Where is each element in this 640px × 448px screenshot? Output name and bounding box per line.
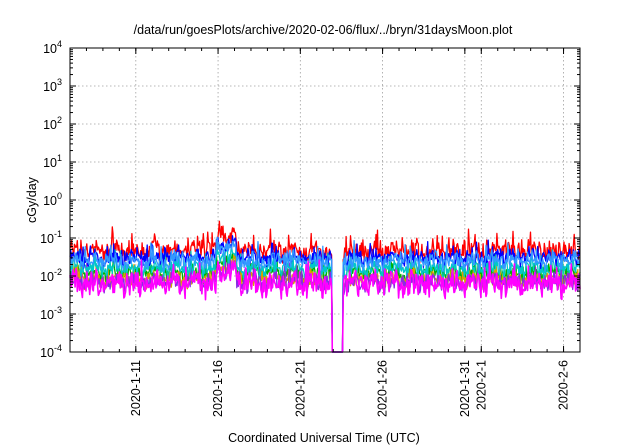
x-tick-label: 2020-2-1 <box>474 360 488 410</box>
y-tick-label: 101 <box>43 153 62 170</box>
x-tick-label: 2020-1-21 <box>293 360 307 417</box>
x-tick-label: 2020-2-6 <box>557 360 571 410</box>
grid <box>70 48 580 352</box>
series-line <box>69 259 581 353</box>
y-tick-label: 10-4 <box>40 343 62 360</box>
x-axis-ticks: 2020-1-11 2020-1-16 2020-1-21 2020-1-26 2020… <box>69 48 581 417</box>
x-tick-label: 2020-1-31 <box>458 360 472 417</box>
y-axis-label: cGy/day <box>25 176 39 223</box>
x-tick-label: 2020-1-26 <box>376 360 390 417</box>
x-tick-label: 2020-1-16 <box>211 360 225 417</box>
y-axis-ticks: 10-4 10-3 10-2 10-1 100 101 102 103 104 <box>40 39 580 360</box>
x-tick-label: 2020-1-11 <box>129 360 143 416</box>
y-tick-label: 10-1 <box>40 229 62 246</box>
x-axis-label: Coordinated Universal Time (UTC) <box>228 431 420 445</box>
y-tick-label: 10-2 <box>40 267 62 284</box>
y-tick-label: 102 <box>43 115 62 132</box>
series-line <box>70 236 581 353</box>
y-tick-label: 104 <box>43 39 62 56</box>
y-tick-label: 10-3 <box>40 305 62 322</box>
series-line <box>69 235 581 353</box>
y-tick-label: 100 <box>43 191 62 208</box>
chart-title: /data/run/goesPlots/archive/2020-02-06/f… <box>134 23 513 37</box>
y-tick-label: 103 <box>43 77 62 94</box>
series-layer <box>69 220 581 353</box>
